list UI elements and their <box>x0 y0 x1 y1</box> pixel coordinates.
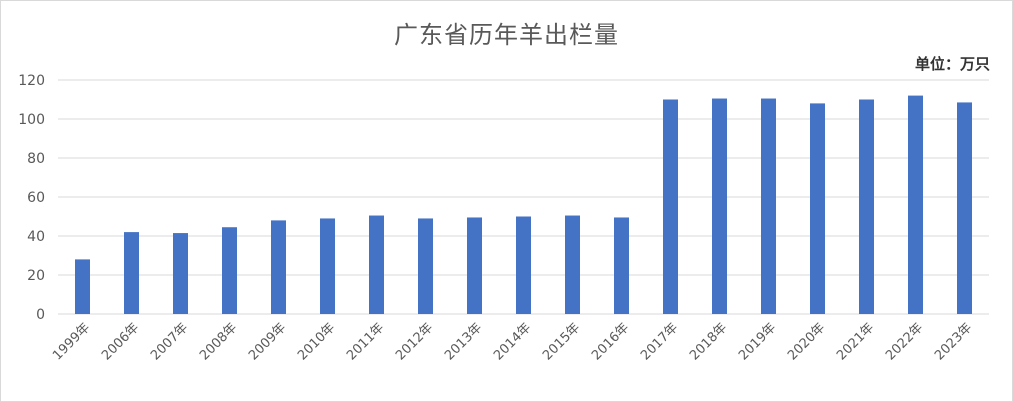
bars <box>75 95 972 315</box>
y-axis-ticks: 0 20 40 60 80 100 120 <box>18 73 45 323</box>
x-tick-label: 1999年 <box>50 320 93 363</box>
x-tick-label: 2018年 <box>687 320 730 363</box>
x-tick-label: 2012年 <box>393 320 436 363</box>
bar <box>369 215 384 314</box>
bar <box>222 227 237 314</box>
unit-label: 单位：万只 <box>914 55 990 73</box>
x-tick-label: 2009年 <box>246 320 289 363</box>
x-tick-label: 2023年 <box>932 320 975 363</box>
x-tick-label: 2017年 <box>638 320 681 363</box>
x-tick-label: 2008年 <box>197 320 240 363</box>
bar <box>320 218 335 314</box>
x-tick-label: 2010年 <box>295 320 338 363</box>
x-tick-label: 2013年 <box>442 320 485 363</box>
x-tick-label: 2021年 <box>834 320 877 363</box>
bar <box>516 216 531 314</box>
bar <box>908 95 923 314</box>
bar <box>565 215 580 314</box>
x-tick-label: 2015年 <box>540 320 583 363</box>
bar <box>173 233 188 314</box>
x-tick-label: 2011年 <box>344 320 387 363</box>
bar <box>859 99 874 314</box>
bar <box>663 99 678 314</box>
x-tick-label: 2020年 <box>785 320 828 363</box>
chart-title: 广东省历年羊出栏量 <box>394 21 619 49</box>
bar <box>271 220 286 314</box>
x-axis-ticks: 1999年 2006年 2007年 2008年 2009年 2010年 2011年 2012年… <box>50 320 975 363</box>
x-tick-label: 2007年 <box>148 320 191 363</box>
bar <box>761 98 776 315</box>
y-tick-label: 80 <box>27 151 45 167</box>
bar <box>614 217 629 314</box>
bar <box>957 102 972 314</box>
bar <box>418 218 433 314</box>
x-tick-label: 2006年 <box>99 320 142 363</box>
bar <box>75 259 90 314</box>
bar <box>467 217 482 314</box>
y-tick-label: 0 <box>36 307 45 323</box>
bar <box>124 232 139 314</box>
x-tick-label: 2016年 <box>589 320 632 363</box>
x-tick-label: 2019年 <box>736 320 779 363</box>
x-tick-label: 2022年 <box>883 320 926 363</box>
x-tick-label: 2014年 <box>491 320 534 363</box>
y-tick-label: 120 <box>18 73 45 89</box>
bar <box>810 103 825 315</box>
y-tick-label: 60 <box>27 190 45 206</box>
y-tick-label: 100 <box>18 112 45 128</box>
y-tick-label: 40 <box>27 229 45 245</box>
y-tick-label: 20 <box>27 268 45 284</box>
bar <box>712 98 727 315</box>
